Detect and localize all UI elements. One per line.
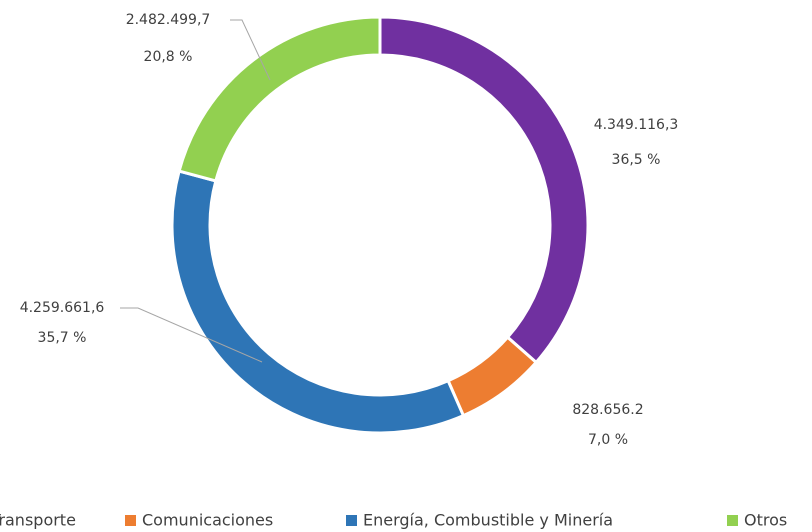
leader-line [120,307,263,363]
donut-segment [170,169,466,435]
donut-segment [378,15,590,365]
legend-label: Transporte [0,511,76,530]
percent-label: 20,8 % [144,49,193,65]
legend-label: Energía, Combustible y Minería [363,511,613,530]
percent-label: 35,7 % [38,330,87,346]
value-label: 4.259.661,6 [20,300,105,316]
percent-label: 36,5 % [612,152,661,168]
leader-line [230,19,271,81]
donut-segment [446,335,539,418]
legend-swatch [727,515,738,526]
donut-segment [177,15,382,183]
value-label: 828.656.2 [572,402,643,418]
legend-swatch [346,515,357,526]
value-label: 4.349.116,3 [594,117,679,133]
value-label: 2.482.499,7 [126,12,211,28]
percent-label: 7,0 % [588,432,628,448]
legend-swatch [125,515,136,526]
legend-label: Comunicaciones [142,511,273,530]
legend-label: Otros [744,511,787,530]
